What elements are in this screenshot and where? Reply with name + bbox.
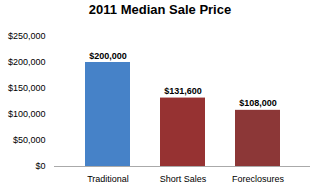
- svg-text:$108,000: $108,000: [239, 98, 277, 108]
- svg-text:$0: $0: [35, 161, 45, 171]
- svg-text:$50,000: $50,000: [13, 135, 46, 145]
- svg-text:Short Sales: Short Sales: [160, 174, 207, 184]
- svg-text:$250,000: $250,000: [8, 31, 46, 41]
- svg-text:$100,000: $100,000: [8, 109, 46, 119]
- svg-text:Foreclosures: Foreclosures: [232, 174, 285, 184]
- svg-text:$200,000: $200,000: [8, 57, 46, 67]
- svg-text:$131,600: $131,600: [164, 86, 202, 96]
- svg-text:$200,000: $200,000: [89, 51, 127, 61]
- html-text:2011 Median Sale Price: 2011 Median Sale Price: [88, 2, 232, 17]
- svg-text:$150,000: $150,000: [8, 83, 46, 93]
- svg-text:Traditional: Traditional: [87, 174, 129, 184]
